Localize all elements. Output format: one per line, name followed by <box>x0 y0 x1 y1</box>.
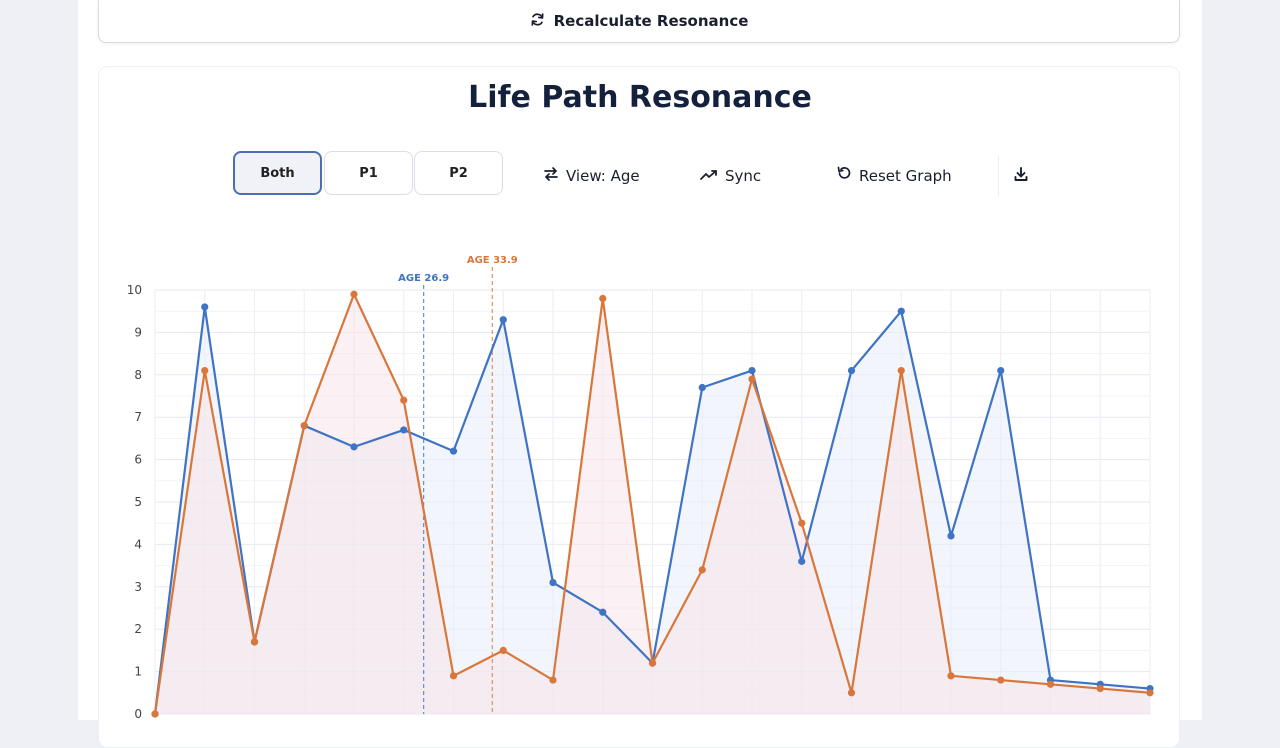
segment-p1-label: P1 <box>359 165 378 181</box>
data-point <box>201 366 209 375</box>
data-point <box>897 307 905 315</box>
data-point <box>549 676 557 684</box>
data-point <box>997 366 1005 375</box>
data-point <box>947 532 955 540</box>
data-point <box>400 396 408 404</box>
data-point <box>350 443 358 451</box>
data-point <box>499 316 507 324</box>
segment-p2-button[interactable]: P2 <box>414 151 503 195</box>
data-point <box>748 366 756 375</box>
y-tick-label: 4 <box>134 537 142 551</box>
trending-up-icon <box>700 167 718 185</box>
data-point <box>947 672 955 680</box>
data-point <box>648 659 657 667</box>
y-tick-label: 3 <box>134 580 142 594</box>
data-point <box>847 689 856 697</box>
y-tick-label: 7 <box>134 410 142 424</box>
reset-graph-button[interactable]: Reset Graph <box>836 160 952 192</box>
data-point <box>300 422 308 430</box>
view-age-button[interactable]: View: Age <box>543 160 640 192</box>
y-tick-label: 8 <box>134 368 142 382</box>
data-point <box>499 646 507 655</box>
data-point <box>748 375 756 383</box>
page-title: Life Path Resonance <box>468 80 812 115</box>
data-point <box>1146 689 1154 697</box>
segment-both-label: Both <box>260 165 295 181</box>
refresh-icon <box>530 12 545 31</box>
reset-graph-label: Reset Graph <box>859 167 952 185</box>
download-icon <box>1013 166 1029 186</box>
segment-both-button[interactable]: Both <box>233 151 322 195</box>
reset-icon <box>836 166 852 186</box>
y-tick-label: 10 <box>127 283 142 297</box>
data-point <box>1096 684 1104 693</box>
series-area-2 <box>155 294 1150 714</box>
segment-p1-button[interactable]: P1 <box>324 151 413 195</box>
data-point <box>400 426 408 434</box>
y-tick-label: 2 <box>134 622 142 636</box>
view-age-label: View: Age <box>566 167 640 185</box>
swap-icon <box>543 167 559 185</box>
y-tick-label: 6 <box>134 453 142 467</box>
resonance-chart[interactable]: AGE 26.9 AGE 33.9 0 1 2 3 4 5 6 7 8 9 10 <box>0 0 1280 720</box>
recalculate-label: Recalculate Resonance <box>553 12 749 30</box>
data-point <box>997 676 1005 684</box>
segment-p2-label: P2 <box>449 165 468 181</box>
age-marker-label: AGE 26.9 <box>398 273 449 284</box>
y-tick-label: 0 <box>134 707 142 720</box>
y-tick-label: 5 <box>134 495 142 509</box>
data-point <box>151 710 159 718</box>
data-point <box>549 578 557 587</box>
download-button[interactable] <box>998 156 1043 196</box>
data-point <box>599 608 607 616</box>
data-point <box>847 366 856 375</box>
data-point <box>250 638 259 646</box>
data-point <box>449 447 458 455</box>
data-point <box>698 566 706 574</box>
data-point <box>798 557 806 565</box>
y-tick-label: 9 <box>134 325 142 339</box>
recalculate-resonance-button[interactable]: Recalculate Resonance <box>98 0 1180 43</box>
data-point <box>350 290 358 298</box>
data-point <box>897 366 905 375</box>
y-tick-label: 1 <box>134 665 142 679</box>
data-point <box>201 303 209 311</box>
data-point <box>698 383 706 392</box>
sync-label: Sync <box>725 167 762 185</box>
sync-button[interactable]: Sync <box>700 160 761 192</box>
data-point <box>798 519 806 527</box>
data-point <box>599 294 607 303</box>
age-marker-label: AGE 33.9 <box>467 255 518 266</box>
data-point <box>1046 680 1055 688</box>
data-point <box>449 672 458 680</box>
